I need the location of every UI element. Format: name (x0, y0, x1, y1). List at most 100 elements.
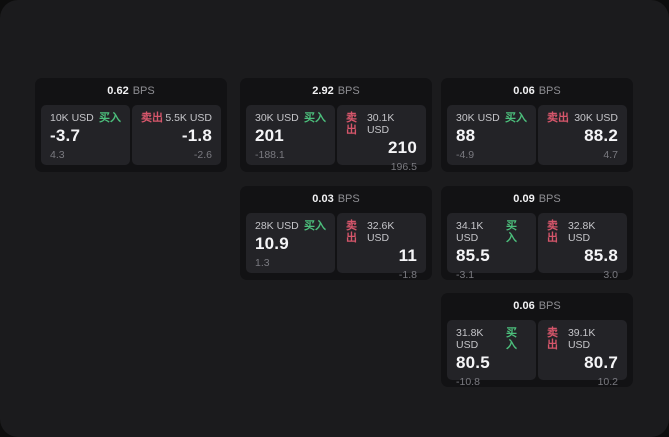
buy-price: 201 (255, 126, 284, 145)
sell-delta: -2.6 (193, 149, 212, 161)
buy-tag[interactable]: 买入 (506, 220, 518, 244)
quote-panels: 34.1K USD 买入 85.5 -3.1 卖出 32.8K USD 85.8… (441, 213, 633, 281)
sell-tag[interactable]: 卖出 (547, 220, 558, 244)
sell-quote-panel[interactable]: 卖出 39.1K USD 80.7 10.2 (538, 320, 627, 388)
buy-quote-panel[interactable]: 30K USD 买入 201 -188.1 (246, 105, 335, 165)
sell-delta: 3.0 (603, 269, 618, 281)
buy-price: -3.7 (50, 126, 81, 145)
bps-value: 0.06 (513, 300, 535, 312)
sell-delta: 196.5 (390, 161, 417, 173)
sell-delta: 10.2 (597, 376, 618, 388)
sell-delta: 4.7 (603, 149, 618, 161)
buy-delta: -3.1 (456, 269, 475, 281)
sell-panel-top: 卖出 5.5K USD (141, 112, 212, 124)
bps-unit-label: BPS (132, 85, 155, 97)
sell-delta: -1.8 (398, 269, 417, 281)
sell-quote-panel[interactable]: 卖出 30K USD 88.2 4.7 (538, 105, 627, 165)
buy-quote-panel[interactable]: 34.1K USD 买入 85.5 -3.1 (447, 213, 536, 281)
sell-quote-panel[interactable]: 卖出 5.5K USD -1.8 -2.6 (132, 105, 221, 165)
card-header: 0.62 BPS (35, 78, 227, 105)
buy-quote-panel[interactable]: 31.8K USD 买入 80.5 -10.8 (447, 320, 536, 388)
sell-panel-top: 卖出 30K USD (547, 112, 618, 124)
sell-amount: 39.1K USD (567, 327, 596, 351)
buy-delta: 4.3 (50, 149, 65, 161)
sell-amount: 30.1K USD (366, 112, 395, 136)
card-header: 0.06 BPS (441, 293, 633, 320)
sell-price: 11 (398, 246, 417, 265)
sell-quote-panel[interactable]: 卖出 32.8K USD 85.8 3.0 (538, 213, 627, 281)
sell-price: 85.8 (584, 246, 618, 265)
bps-value: 0.03 (312, 193, 334, 205)
sell-tag[interactable]: 卖出 (141, 112, 163, 124)
buy-tag[interactable]: 买入 (99, 112, 121, 124)
sell-amount: 30K USD (574, 112, 618, 124)
sell-amount: 32.8K USD (567, 220, 596, 244)
bps-unit-label: BPS (538, 85, 561, 97)
buy-panel-top: 31.8K USD 买入 (456, 327, 527, 351)
sell-panel-top: 卖出 32.8K USD (547, 220, 618, 244)
buy-tag[interactable]: 买入 (506, 327, 518, 351)
buy-price: 10.9 (255, 234, 289, 253)
buy-amount: 31.8K USD (456, 327, 484, 351)
quote-card: 0.03 BPS 28K USD 买入 10.9 1.3 卖出 32.6K US… (240, 186, 432, 281)
bps-unit-label: BPS (337, 85, 360, 97)
sell-amount: 5.5K USD (165, 112, 212, 124)
buy-delta: -4.9 (456, 149, 475, 161)
buy-panel-top: 34.1K USD 买入 (456, 220, 527, 244)
buy-amount: 10K USD (50, 112, 94, 124)
card-header: 2.92 BPS (240, 78, 432, 105)
buy-price: 80.5 (456, 353, 490, 372)
sell-tag[interactable]: 卖出 (346, 220, 357, 244)
buy-quote-panel[interactable]: 30K USD 买入 88 -4.9 (447, 105, 536, 165)
sell-amount: 32.6K USD (366, 220, 395, 244)
sell-tag[interactable]: 卖出 (547, 327, 558, 351)
sell-price: 210 (388, 138, 417, 157)
card-header: 0.09 BPS (441, 186, 633, 213)
buy-amount: 30K USD (255, 112, 299, 124)
buy-amount: 34.1K USD (456, 220, 484, 244)
sell-tag[interactable]: 卖出 (547, 112, 569, 124)
bps-unit-label: BPS (337, 193, 360, 205)
quote-card: 2.92 BPS 30K USD 买入 201 -188.1 卖出 30.1K … (240, 78, 432, 173)
quote-panels: 10K USD 买入 -3.7 4.3 卖出 5.5K USD -1.8 -2.… (35, 105, 227, 165)
buy-tag[interactable]: 买入 (505, 112, 527, 124)
buy-tag[interactable]: 买入 (304, 112, 326, 124)
buy-amount: 28K USD (255, 220, 299, 232)
quote-card: 0.09 BPS 34.1K USD 买入 85.5 -3.1 卖出 32.8K… (441, 186, 633, 281)
buy-delta: -10.8 (456, 376, 480, 388)
buy-panel-top: 30K USD 买入 (255, 112, 326, 124)
bps-value: 2.92 (312, 85, 334, 97)
quote-card: 0.06 BPS 31.8K USD 买入 80.5 -10.8 卖出 39.1… (441, 293, 633, 388)
buy-panel-top: 10K USD 买入 (50, 112, 121, 124)
sell-panel-top: 卖出 30.1K USD (346, 112, 417, 136)
quote-panels: 31.8K USD 买入 80.5 -10.8 卖出 39.1K USD 80.… (441, 320, 633, 388)
card-header: 0.06 BPS (441, 78, 633, 105)
sell-quote-panel[interactable]: 卖出 32.6K USD 11 -1.8 (337, 213, 426, 281)
bps-unit-label: BPS (538, 193, 561, 205)
sell-quote-panel[interactable]: 卖出 30.1K USD 210 196.5 (337, 105, 426, 173)
buy-quote-panel[interactable]: 10K USD 买入 -3.7 4.3 (41, 105, 130, 165)
buy-panel-top: 28K USD 买入 (255, 220, 326, 232)
bps-unit-label: BPS (538, 300, 561, 312)
sell-panel-top: 卖出 39.1K USD (547, 327, 618, 351)
quote-panels: 28K USD 买入 10.9 1.3 卖出 32.6K USD 11 -1.8 (240, 213, 432, 281)
quote-panels: 30K USD 买入 88 -4.9 卖出 30K USD 88.2 4.7 (441, 105, 633, 165)
sell-tag[interactable]: 卖出 (346, 112, 357, 136)
buy-price: 88 (456, 126, 476, 145)
quote-card: 0.62 BPS 10K USD 买入 -3.7 4.3 卖出 5.5K USD… (35, 78, 227, 172)
quote-card: 0.06 BPS 30K USD 买入 88 -4.9 卖出 30K USD 8… (441, 78, 633, 172)
buy-amount: 30K USD (456, 112, 500, 124)
buy-delta: -188.1 (255, 149, 285, 161)
bps-value: 0.06 (513, 85, 535, 97)
buy-tag[interactable]: 买入 (304, 220, 326, 232)
sell-price: 88.2 (584, 126, 618, 145)
bps-value: 0.62 (107, 85, 129, 97)
card-header: 0.03 BPS (240, 186, 432, 213)
sell-panel-top: 卖出 32.6K USD (346, 220, 417, 244)
buy-quote-panel[interactable]: 28K USD 买入 10.9 1.3 (246, 213, 335, 273)
sell-price: 80.7 (584, 353, 618, 372)
buy-price: 85.5 (456, 246, 490, 265)
sell-price: -1.8 (181, 126, 212, 145)
quote-panels: 30K USD 买入 201 -188.1 卖出 30.1K USD 210 1… (240, 105, 432, 173)
